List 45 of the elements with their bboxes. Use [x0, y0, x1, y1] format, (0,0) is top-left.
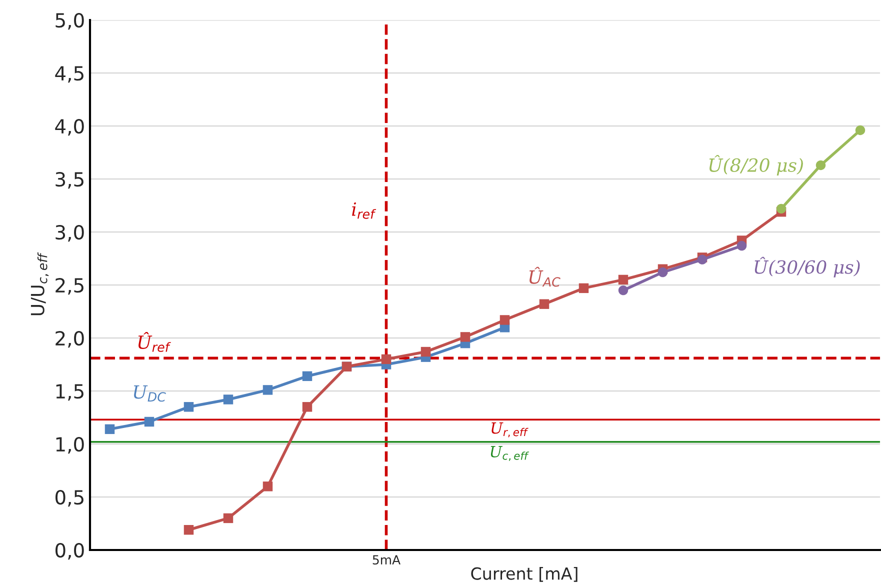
point	[618, 274, 628, 285]
ref-line-label: U$_{c,eff}$	[490, 446, 530, 461]
point	[658, 267, 668, 278]
series-label: U$_{DC}$	[134, 385, 166, 402]
series-label: Û(30/60 μs)	[754, 256, 860, 278]
y-axis-title: U/U$_{c,eff}$	[30, 252, 49, 316]
y-tick-label: 0,0	[56, 542, 84, 560]
y-tick-label: 2,0	[56, 330, 84, 348]
point	[460, 332, 470, 342]
series-label: Û$_{AC}$	[530, 266, 560, 287]
point	[223, 513, 234, 524]
y-tick-label: 5,0	[56, 12, 84, 30]
ref-line-label: Û$_{ref}$	[138, 332, 171, 352]
point	[855, 125, 866, 136]
point	[539, 299, 550, 309]
point	[302, 371, 312, 382]
point	[302, 402, 312, 412]
ref-line-label: i$_{ref}$	[352, 202, 376, 219]
point	[500, 315, 510, 325]
point	[816, 160, 826, 170]
y-tick-label: 1,5	[56, 384, 84, 401]
ref-line-label: U$_{r,eff}$	[492, 422, 528, 438]
point	[144, 416, 154, 427]
point	[223, 394, 234, 404]
point	[184, 525, 194, 535]
y-tick-label: 0,5	[56, 490, 84, 507]
point	[736, 240, 747, 251]
point	[104, 424, 115, 434]
y-tick-label: 2,5	[56, 278, 84, 295]
point	[776, 204, 786, 214]
point	[578, 283, 589, 294]
point	[618, 285, 628, 296]
point	[420, 346, 431, 357]
point	[262, 385, 273, 395]
y-tick-label: 3,0	[56, 224, 84, 242]
y-tick-label: 1,0	[56, 436, 84, 454]
point	[381, 354, 392, 364]
x-axis-title: Current [mA]	[471, 566, 578, 582]
y-tick-label: 4,5	[55, 66, 84, 83]
point	[262, 482, 273, 492]
y-tick-label: 4,0	[55, 118, 84, 136]
x-tick-label: 5mA	[372, 555, 400, 565]
y-tick-label: 3,5	[56, 172, 84, 189]
point	[184, 402, 194, 412]
series-label: Û(8/20 μs)	[709, 154, 803, 176]
